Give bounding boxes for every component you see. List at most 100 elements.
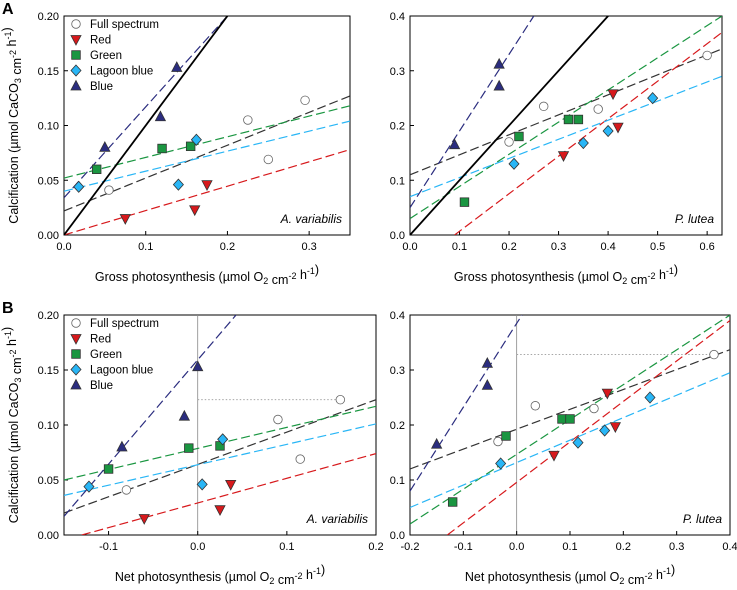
y-tick-label: 0.1	[390, 475, 405, 487]
fit-line-blue	[64, 315, 237, 517]
x-tick-label: 0.0	[190, 541, 205, 553]
series-full-spectrum	[121, 395, 346, 495]
y-tick-label: 0.20	[38, 310, 59, 322]
data-point	[138, 514, 150, 525]
fit-line-red	[446, 320, 730, 535]
plot-frame	[63, 15, 351, 236]
x-tick-label: 0.1	[562, 541, 577, 553]
data-point	[572, 436, 584, 449]
series-full-spectrum	[493, 349, 719, 447]
fit-line-lagoon-blue	[64, 423, 376, 496]
fit-line-full-spectrum	[410, 349, 730, 470]
fit-lines	[64, 315, 376, 535]
data-point	[91, 164, 102, 175]
data-point	[599, 424, 611, 437]
data-point	[459, 197, 470, 207]
data-point	[563, 114, 574, 125]
y-tick-label: 0.0	[390, 530, 405, 542]
legend-marker	[70, 334, 82, 345]
x-tick-label: 0.2	[220, 241, 235, 253]
x-tick-label: 0.2	[368, 541, 383, 553]
species-label: A. variabilis	[280, 212, 342, 226]
x-axis-label: Gross photosynthesis (µmol O2 cm-2 h-1)	[454, 263, 678, 287]
data-point	[295, 454, 305, 464]
series-green	[459, 114, 584, 207]
legend: Full spectrum Red Green Lagoon blue Blue	[70, 19, 159, 93]
x-tick-label: 0.1	[279, 541, 294, 553]
series-blue	[431, 357, 493, 449]
y-tick-label: 0.4	[390, 310, 405, 322]
data-point	[119, 214, 131, 225]
series-red	[119, 180, 213, 225]
data-point	[189, 205, 201, 217]
legend-marker	[70, 363, 82, 376]
data-point	[448, 138, 461, 150]
data-point	[196, 478, 208, 491]
y-axis-label: Calcification (µmol CaCO3 cm-2 h-1)	[0, 327, 24, 523]
data-point	[190, 133, 202, 146]
legend-marker	[71, 349, 81, 359]
data-point	[647, 92, 659, 105]
data-point	[185, 141, 196, 152]
x-tick-label: 0.3	[669, 541, 684, 553]
legend-marker	[71, 50, 81, 60]
data-point	[447, 497, 458, 507]
data-point	[178, 409, 191, 421]
data-point	[225, 479, 237, 491]
x-tick-label: -0.2	[401, 541, 420, 553]
legend-entry-label: Blue	[90, 81, 113, 93]
data-point	[557, 151, 570, 162]
fit-line-1-1	[64, 16, 229, 235]
series-full-spectrum	[504, 50, 712, 147]
x-tick-label: -0.1	[99, 541, 118, 553]
legend-entry-label: Lagoon blue	[90, 66, 153, 78]
legend-entry-label: Full spectrum	[90, 318, 159, 330]
data-point	[493, 436, 503, 447]
data-point	[495, 457, 507, 470]
legend-marker	[71, 19, 81, 29]
series-green	[103, 441, 225, 474]
legend-entry-label: Full spectrum	[90, 19, 159, 31]
fit-lines	[410, 16, 722, 235]
data-point	[548, 450, 560, 462]
legend-entry-label: Red	[90, 334, 111, 346]
y-tick-label: 0.10	[38, 420, 59, 432]
data-point	[171, 61, 183, 72]
series-red	[138, 479, 237, 525]
x-tick-label: -0.1	[454, 541, 473, 553]
data-point	[431, 437, 443, 449]
y-tick-label: 0.00	[38, 530, 59, 542]
fit-line-green	[410, 315, 730, 525]
data-point	[644, 391, 656, 404]
x-tick-label: 0.1	[138, 241, 153, 253]
y-tick-label: 0.3	[390, 365, 405, 377]
x-tick-label: 0.0	[56, 241, 71, 253]
data-point	[83, 480, 95, 493]
data-point	[602, 124, 614, 138]
data-point	[217, 433, 229, 446]
data-point	[335, 395, 346, 405]
data-point	[481, 357, 493, 368]
legend-marker	[70, 79, 82, 91]
data-point	[201, 180, 213, 191]
data-point	[154, 110, 167, 122]
y-tick-label: 0.10	[38, 121, 59, 133]
legend-marker	[70, 378, 82, 390]
data-point	[273, 414, 283, 425]
x-tick-label: 0.4	[722, 541, 737, 553]
fit-line-blue	[410, 16, 535, 208]
data-point	[573, 114, 584, 125]
fit-line-full-spectrum	[64, 399, 376, 514]
chart-panel-4: -0.2 -0.1 0.0 0.1 0.2 0.3 0.4 0.0 0.1 0.2 0.3 0.4 P.…	[390, 310, 737, 587]
fit-line-red	[64, 149, 350, 235]
legend-entry-label: Blue	[90, 380, 113, 392]
y-axis-label: Calcification (µmol CaCO3 cm-2 h-1)	[0, 27, 24, 223]
x-tick-label: 0.2	[501, 241, 516, 253]
x-tick-label: 0.1	[452, 241, 467, 253]
x-tick-label: 0.0	[509, 541, 524, 553]
y-tick-label: 0.15	[38, 365, 59, 377]
data-point	[493, 57, 505, 69]
data-point	[116, 440, 128, 452]
plot-frame	[63, 314, 377, 536]
